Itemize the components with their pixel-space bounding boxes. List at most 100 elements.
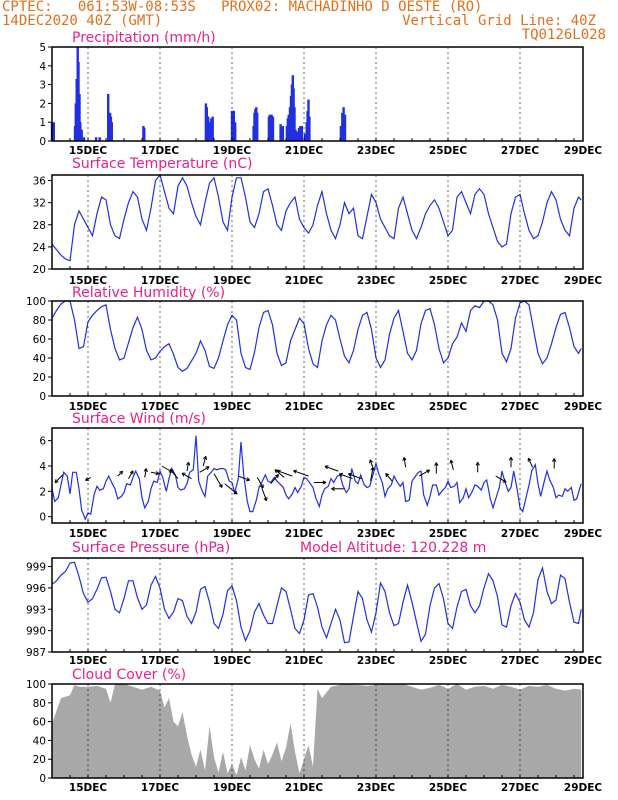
wind-arrow (202, 455, 208, 467)
panel-frame (51, 683, 584, 779)
precip-bar (143, 127, 146, 141)
precip-bar (281, 126, 285, 141)
panel-title: Surface Temperature (nC) (72, 156, 253, 172)
x-tick-label: 19DEC (213, 528, 252, 540)
panel-4: Surface Pressure (hPa) Model Altitude: 12… (26, 540, 602, 667)
y-tick-label: 24 (33, 242, 47, 254)
y-tick-label: 20 (33, 754, 46, 766)
wind-arrow (402, 457, 407, 468)
x-tick-label: 21DEC (285, 145, 324, 157)
panel-1: Surface Temperature (nC) 20 24 28 32 36 15DEC 1… (33, 156, 603, 287)
y-tick-label: 0 (39, 136, 46, 148)
y-tick-label: 990 (26, 626, 46, 638)
precip-bar (210, 118, 213, 141)
precip-bar (107, 94, 110, 141)
precip-bar (343, 114, 347, 141)
x-tick-label: 25DEC (429, 401, 468, 413)
x-tick-label: 19DEC (213, 782, 252, 794)
y-tick-label: 60 (33, 717, 46, 729)
x-tick-label: 15DEC (69, 275, 108, 287)
y-tick-label: 80 (33, 315, 46, 327)
x-tick-label: 21DEC (285, 275, 324, 287)
y-tick-label: 993 (26, 604, 46, 616)
precip-bar (294, 129, 297, 141)
header-station: CPTEC: 061:53W-08:53S PROX02: MACHADINHO… (2, 0, 483, 15)
wind-arrow (324, 465, 339, 472)
x-tick-label: 29DEC (564, 655, 603, 667)
x-tick-label: 21DEC (285, 401, 324, 413)
panel-title: Surface Wind (m/s) (72, 411, 206, 427)
wind-arrow (143, 468, 148, 478)
x-tick-label: 23DEC (357, 655, 396, 667)
wind-arrow (270, 474, 279, 485)
series-line (51, 300, 582, 373)
precip-bar (232, 110, 235, 141)
wind-arrow (224, 483, 238, 495)
x-tick-label: 23DEC (357, 782, 396, 794)
wind-arrow (495, 475, 507, 483)
wind-arrow (418, 469, 431, 477)
x-tick-label: 15DEC (69, 401, 108, 413)
precip-bar (110, 122, 113, 141)
x-tick-label: 15DEC (69, 655, 108, 667)
wind-arrow (256, 477, 264, 489)
precip-bar (52, 122, 55, 141)
wind-arrow (434, 462, 439, 474)
precip-bar (94, 137, 98, 141)
precip-bar (296, 131, 299, 141)
wind-arrow (552, 458, 557, 469)
wind-arrow (475, 462, 480, 473)
y-tick-label: 36 (33, 176, 47, 188)
precip-bar (79, 122, 82, 141)
x-tick-label: 29DEC (564, 782, 603, 794)
precip-bar (308, 116, 311, 141)
x-tick-label: 19DEC (213, 145, 252, 157)
x-tick-label: 19DEC (213, 401, 252, 413)
wind-arrow (276, 469, 293, 477)
wind-arrow (169, 469, 179, 480)
y-tick-label: 100 (26, 296, 46, 308)
precip-bar (339, 126, 343, 141)
x-tick-label: 17DEC (141, 655, 180, 667)
wind-arrow (261, 487, 268, 502)
panel-frame (51, 427, 584, 524)
precip-bar (342, 107, 345, 141)
panel-frame (51, 557, 584, 653)
wind-arrow (385, 473, 393, 482)
y-tick-label: 100 (26, 679, 46, 691)
x-tick-label: 21DEC (285, 782, 324, 794)
y-tick-label: 0 (39, 391, 46, 403)
header-model-id: TQ0126L028 (521, 27, 606, 43)
panel-3: Surface Wind (m/s) 0 2 4 6 15DEC 17DEC 19DEC 21D… (39, 411, 602, 540)
precip-bar (234, 122, 237, 141)
precip-bar (211, 116, 214, 141)
x-tick-label: 27DEC (501, 275, 540, 287)
x-tick-label: 27DEC (501, 145, 540, 157)
wind-arrow (369, 459, 375, 472)
panel-title: Precipitation (mm/h) (72, 30, 216, 46)
x-tick-label: 15DEC (69, 528, 108, 540)
x-tick-label: 17DEC (141, 401, 180, 413)
x-tick-label: 25DEC (429, 145, 468, 157)
panel-0: Precipitation (mm/h) 0 1 2 3 4 5 15DEC 17DEC 19DE… (39, 30, 602, 157)
precip-bar (80, 129, 83, 141)
x-tick-label: 27DEC (501, 782, 540, 794)
y-tick-label: 987 (26, 647, 46, 659)
y-tick-label: 40 (33, 735, 46, 747)
y-tick-label: 2 (39, 486, 46, 498)
y-tick-label: 4 (39, 61, 46, 73)
y-tick-label: 6 (39, 436, 46, 448)
wind-arrow (117, 470, 124, 477)
precip-bar (293, 107, 296, 141)
y-tick-label: 60 (33, 334, 46, 346)
wind-arrow (181, 472, 192, 480)
y-tick-label: 40 (33, 353, 46, 365)
precip-bar (256, 112, 259, 141)
x-tick-label: 25DEC (429, 528, 468, 540)
wind-arrow (186, 461, 191, 472)
panel-2: Relative Humidity (%) 0 20 40 60 80 100 15DEC 17… (26, 285, 602, 413)
y-tick-label: 999 (26, 562, 46, 574)
wind-arrow (199, 466, 210, 473)
x-tick-label: 29DEC (564, 145, 603, 157)
